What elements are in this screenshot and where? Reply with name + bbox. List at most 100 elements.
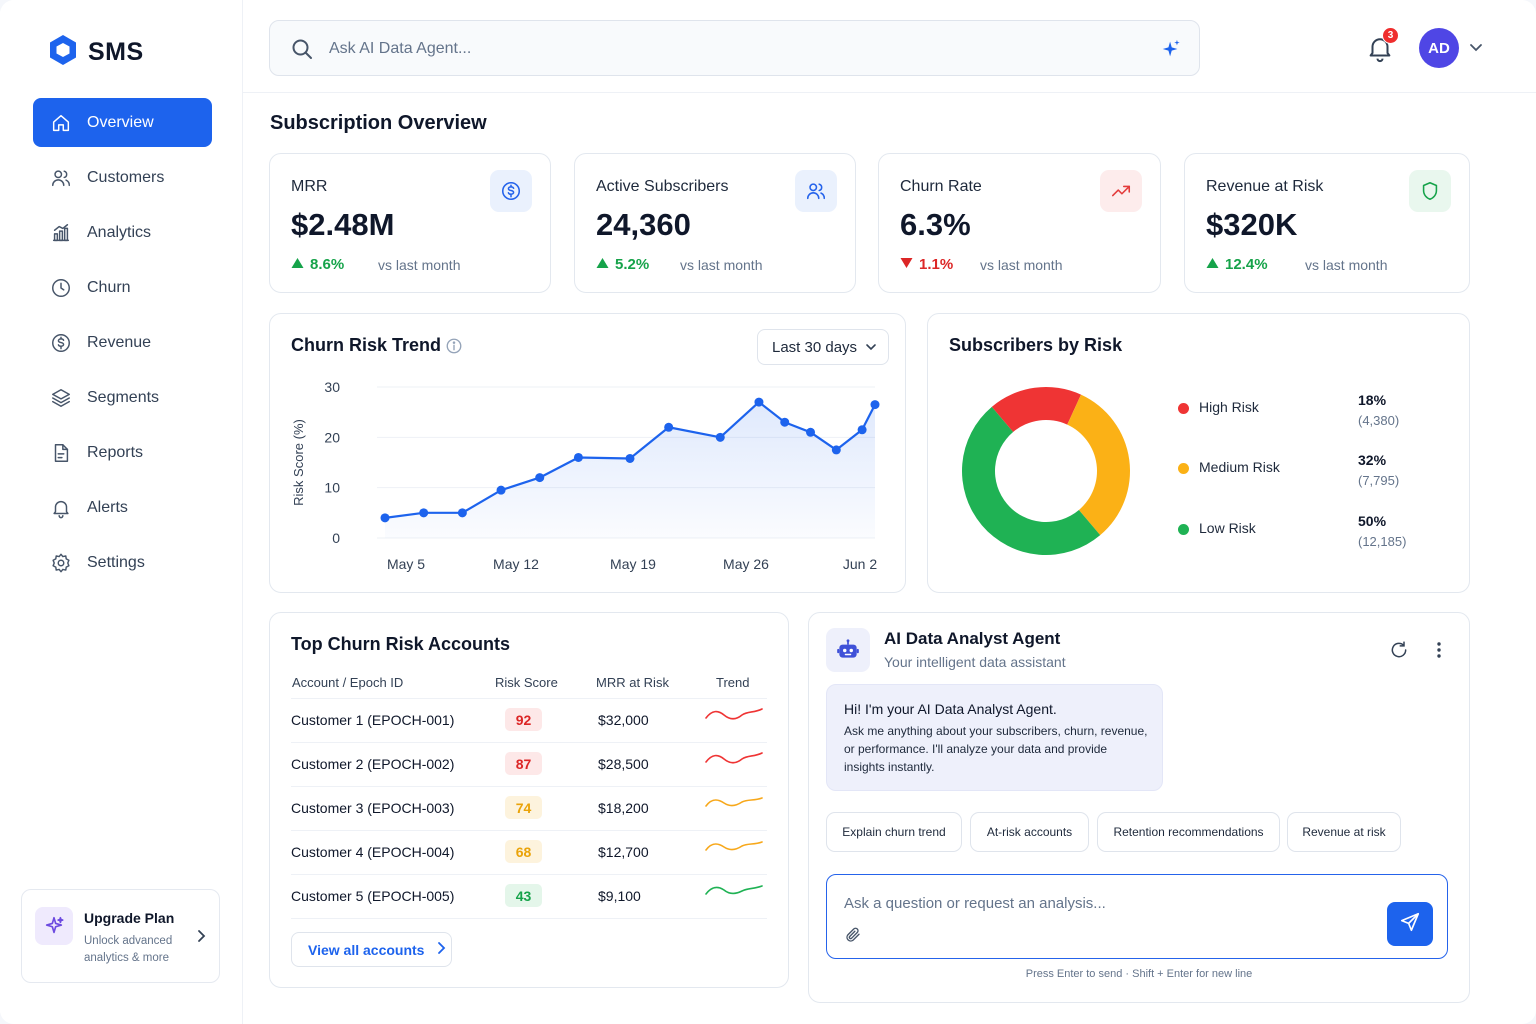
sidebar: SMS Overview Customers Analytics Churn Reven… — [0, 0, 243, 1024]
sidebar-item-segments[interactable]: Segments — [33, 373, 212, 422]
refresh-icon[interactable] — [1389, 640, 1409, 665]
data-point — [380, 513, 390, 523]
kpi-card-churn-rate[interactable]: Churn Rate 6.3% 1.1% vs last month — [878, 153, 1161, 293]
page-title: Subscription Overview — [270, 112, 487, 134]
table-divider — [291, 698, 767, 699]
sidebar-item-customers[interactable]: Customers — [33, 153, 212, 202]
send-button[interactable] — [1387, 902, 1433, 946]
account-name[interactable]: Customer 2 (EPOCH-002) — [291, 756, 455, 772]
chip-revenue-at-risk[interactable]: Revenue at risk — [1287, 812, 1401, 852]
shield-icon — [1409, 170, 1451, 212]
search-bar[interactable]: Ask AI Data Agent... — [269, 20, 1200, 76]
dollar-circle-icon — [50, 332, 72, 354]
kpi-delta-value: 8.6% — [310, 256, 345, 273]
date-range-dropdown[interactable]: Last 30 days — [757, 329, 889, 365]
trend-sparkline — [705, 885, 763, 895]
churn-risk-trend-card: Churn Risk Trend Last 30 days 0 10 20 30 Ris… — [269, 313, 906, 593]
info-icon[interactable] — [445, 337, 463, 360]
legend-dot — [1178, 524, 1189, 535]
sidebar-item-settings[interactable]: Settings — [33, 538, 212, 587]
legend-count: (12,185) — [1358, 534, 1407, 549]
data-point — [419, 508, 429, 518]
date-range-label: Last 30 days — [772, 338, 858, 356]
sidebar-item-revenue[interactable]: Revenue — [33, 318, 212, 367]
table-row[interactable]: Customer 5 (EPOCH-005) 43 $9,100 — [291, 875, 767, 919]
file-icon — [50, 442, 72, 464]
question-placeholder: Ask a question or request an analysis... — [844, 895, 1106, 912]
upgrade-subtitle: Unlock advanced analytics & more — [84, 935, 173, 964]
sidebar-item-label: Settings — [87, 553, 145, 571]
trend-up-icon — [1100, 170, 1142, 212]
account-name[interactable]: Customer 4 (EPOCH-004) — [291, 844, 455, 860]
chip-retention-recommendations[interactable]: Retention recommendations — [1097, 812, 1280, 852]
kpi-comparison: vs last month — [980, 257, 1063, 273]
data-point — [780, 417, 790, 427]
chip-explain-churn[interactable]: Explain churn trend — [826, 812, 962, 852]
account-name[interactable]: Customer 5 (EPOCH-005) — [291, 888, 455, 904]
bell-icon — [50, 497, 72, 519]
sidebar-item-label: Segments — [87, 388, 160, 406]
legend-count: (4,380) — [1358, 413, 1400, 428]
y-tick-label: 10 — [324, 480, 340, 496]
donut-slice-medium-risk[interactable] — [1067, 394, 1130, 536]
column-header-trend: Trend — [716, 675, 750, 690]
chevron-right-icon — [436, 941, 446, 958]
accounts-title: Top Churn Risk Accounts — [291, 634, 511, 654]
triangle-up-icon — [291, 256, 304, 273]
view-all-accounts-button[interactable]: View all accounts — [291, 932, 452, 967]
table-row[interactable]: Customer 4 (EPOCH-004) 68 $12,700 — [291, 831, 767, 875]
gear-icon — [50, 552, 72, 574]
hexagon-logo-icon — [48, 34, 78, 71]
sidebar-item-alerts[interactable]: Alerts — [33, 483, 212, 532]
mrr-at-risk: $18,200 — [598, 800, 649, 816]
kpi-delta-value: 1.1% — [919, 256, 954, 273]
kpi-label: Revenue at Risk — [1206, 178, 1324, 195]
sidebar-item-overview[interactable]: Overview — [33, 98, 212, 147]
x-tick-label: May 5 — [387, 556, 425, 572]
kpi-delta-value: 12.4% — [1225, 256, 1268, 273]
chevron-down-icon[interactable] — [1469, 41, 1483, 59]
sidebar-item-label: Churn — [87, 278, 131, 296]
ai-agent-card: AI Data Analyst Agent Your intelligent d… — [808, 612, 1470, 1003]
legend-label: Low Risk — [1199, 520, 1256, 536]
paperclip-icon[interactable] — [844, 926, 862, 949]
donut-slice-high-risk[interactable] — [991, 387, 1081, 433]
sidebar-item-churn[interactable]: Churn — [33, 263, 212, 312]
sparkle-icon — [35, 907, 73, 945]
sidebar-item-label: Revenue — [87, 333, 152, 351]
table-row[interactable]: Customer 1 (EPOCH-001) 92 $32,000 — [291, 699, 767, 743]
kpi-card-mrr[interactable]: MRR $2.48M 8.6% vs last month — [269, 153, 551, 293]
kpi-value: 24,360 — [596, 207, 691, 242]
x-tick-label: May 26 — [723, 556, 769, 572]
trend-sparkline — [705, 708, 763, 720]
agent-question-input[interactable]: Ask a question or request an analysis... — [826, 874, 1448, 959]
home-icon — [50, 112, 72, 134]
y-axis-label: Risk Score (%) — [291, 419, 306, 506]
account-name[interactable]: Customer 3 (EPOCH-003) — [291, 800, 455, 816]
user-avatar[interactable]: AD — [1419, 28, 1459, 68]
upgrade-title: Upgrade Plan — [84, 910, 175, 926]
triangle-up-icon — [1206, 256, 1219, 273]
ai-sparkle-icon[interactable] — [1160, 38, 1182, 65]
agent-subtitle: Your intelligent data assistant — [884, 654, 1066, 670]
data-point — [715, 432, 725, 442]
agent-message-bubble: Hi! I'm your AI Data Analyst Agent. Ask … — [826, 684, 1163, 791]
column-header-mrr: MRR at Risk — [596, 675, 669, 690]
account-name[interactable]: Customer 1 (EPOCH-001) — [291, 712, 455, 728]
kpi-card-active-subscribers[interactable]: Active Subscribers 24,360 5.2% vs last mont… — [574, 153, 856, 293]
donut-slice-low-risk[interactable] — [962, 406, 1101, 555]
sidebar-item-reports[interactable]: Reports — [33, 428, 212, 477]
table-row[interactable]: Customer 3 (EPOCH-003) 74 $18,200 — [291, 787, 767, 831]
trend-sparkline — [705, 797, 763, 807]
more-options-icon[interactable] — [1431, 640, 1447, 665]
risk-title: Subscribers by Risk — [949, 335, 1123, 355]
legend-label: High Risk — [1199, 399, 1259, 415]
trend-title: Churn Risk Trend — [291, 335, 442, 355]
sidebar-item-analytics[interactable]: Analytics — [33, 208, 212, 257]
chip-at-risk-accounts[interactable]: At-risk accounts — [970, 812, 1089, 852]
table-row[interactable]: Customer 2 (EPOCH-002) 87 $28,500 — [291, 743, 767, 787]
kpi-card-revenue-at-risk[interactable]: Revenue at Risk $320K 12.4% vs last month — [1184, 153, 1470, 293]
brand[interactable]: SMS — [48, 34, 144, 71]
upgrade-plan-card[interactable]: Upgrade Plan Unlock advanced analytics &… — [21, 889, 220, 983]
kpi-value: $320K — [1206, 207, 1298, 242]
